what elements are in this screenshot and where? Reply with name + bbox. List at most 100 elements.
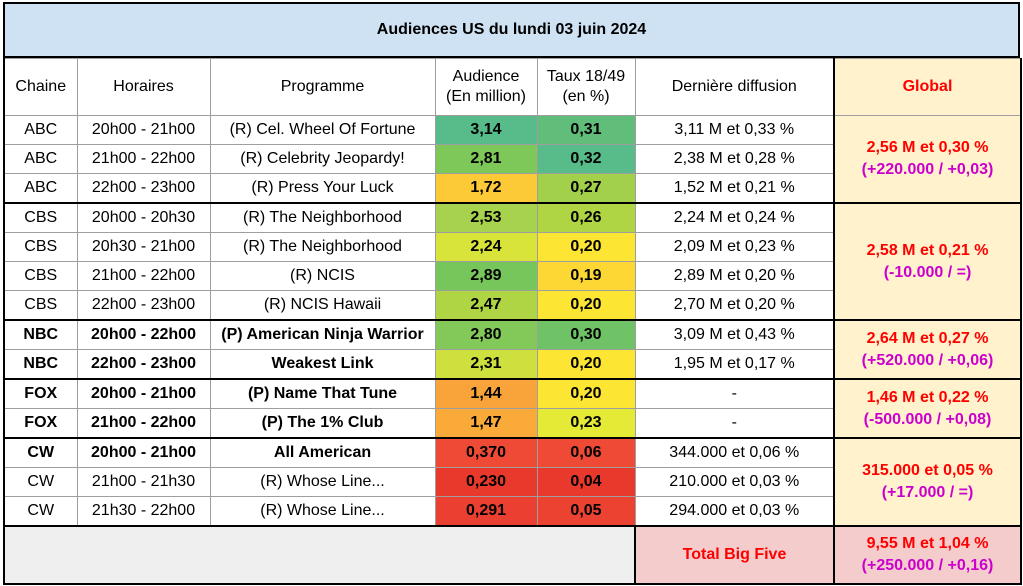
total-row: Total Big Five 9,55 M et 1,04 % (+250.00… — [3, 525, 1022, 585]
table-row: NBC 22h00 - 23h00 Weakest Link 2,31 0,20 1,95… — [3, 349, 1021, 380]
cell-horaires: 20h00 - 20h30 — [76, 202, 211, 233]
cell-derniere: 3,11 M et 0,33 % — [634, 115, 835, 145]
cell-audience: 2,80 — [434, 319, 538, 350]
col-chaine: Chaine — [3, 58, 78, 116]
cell-taux: 0,19 — [536, 261, 636, 291]
global-delta: (+520.000 / +0,06) — [861, 351, 994, 369]
cell-programme: (P) Name That Tune — [209, 378, 436, 409]
cell-audience: 0,291 — [434, 496, 538, 527]
cell-chaine: ABC — [3, 115, 78, 145]
global-main: 2,64 M et 0,27 % — [866, 329, 989, 347]
cell-taux: 0,20 — [536, 378, 636, 409]
col-horaires: Horaires — [76, 58, 211, 116]
cell-chaine: ABC — [3, 144, 78, 174]
total-main: 9,55 M et 1,04 % — [866, 535, 989, 552]
cell-horaires: 20h00 - 21h00 — [76, 115, 211, 145]
cell-audience: 0,230 — [434, 467, 538, 497]
cell-chaine: FOX — [3, 378, 78, 409]
global-delta: (-500.000 / +0,08) — [863, 410, 992, 428]
table-row: CBS 21h00 - 22h00 (R) NCIS 2,89 0,19 2,89 M e… — [3, 261, 1021, 291]
global-main: 2,56 M et 0,30 % — [866, 139, 989, 156]
table-row: CW 20h00 - 21h00 All American 0,370 0,06 344.… — [3, 437, 1022, 527]
table-row: ABC 20h00 - 21h00 (R) Cel. Wheel Of Fortun… — [3, 115, 1022, 204]
cell-taux: 0,04 — [536, 467, 636, 497]
cell-horaires: 20h00 - 21h00 — [76, 378, 211, 409]
cell-derniere: 2,24 M et 0,24 % — [634, 202, 835, 233]
cell-derniere: 1,52 M et 0,21 % — [634, 173, 835, 204]
global-delta: (-10.000 / =) — [883, 263, 972, 281]
cell-derniere: 210.000 et 0,03 % — [634, 467, 835, 497]
global-cell: 2,64 M et 0,27 % (+520.000 / +0,06) — [833, 319, 1022, 380]
total-value: 9,55 M et 1,04 % (+250.000 / +0,16) — [833, 525, 1022, 585]
cell-horaires: 21h00 - 22h00 — [76, 261, 211, 291]
cell-programme: Weakest Link — [209, 349, 436, 380]
audience-table: Chaine Horaires Programme Audience (En mi… — [3, 58, 1022, 585]
cell-programme: (R) Press Your Luck — [209, 173, 436, 204]
global-cell: 1,46 M et 0,22 % (-500.000 / +0,08) — [833, 378, 1022, 439]
global-main: 1,46 M et 0,22 % — [866, 388, 989, 406]
cell-horaires: 20h00 - 21h00 — [76, 437, 211, 468]
cell-taux: 0,20 — [536, 349, 636, 380]
col-audience-l1: Audience — [452, 68, 520, 85]
cell-programme: (R) NCIS — [209, 261, 436, 291]
cell-horaires: 20h30 - 21h00 — [76, 232, 211, 262]
cell-chaine: FOX — [3, 408, 78, 439]
cell-derniere: 2,09 M et 0,23 % — [634, 232, 835, 262]
cell-chaine: NBC — [3, 319, 78, 350]
cell-audience: 1,44 — [434, 378, 538, 409]
audience-report: Audiences US du lundi 03 juin 2024 Chain… — [3, 2, 1022, 585]
cell-derniere: 294.000 et 0,03 % — [634, 496, 835, 527]
cell-chaine: CBS — [3, 202, 78, 233]
cell-taux: 0,30 — [536, 319, 636, 350]
cell-audience: 2,47 — [434, 290, 538, 321]
col-audience-l2: (En million) — [445, 88, 526, 105]
cell-derniere: - — [634, 378, 835, 409]
cell-horaires: 22h00 - 23h00 — [76, 173, 211, 204]
total-delta: (+250.000 / +0,16) — [861, 557, 994, 574]
cell-horaires: 22h00 - 23h00 — [76, 290, 211, 321]
cell-derniere: 2,70 M et 0,20 % — [634, 290, 835, 321]
cell-chaine: ABC — [3, 173, 78, 204]
col-global: Global — [833, 58, 1022, 116]
cell-derniere: 1,95 M et 0,17 % — [634, 349, 835, 380]
cell-programme: (P) The 1% Club — [209, 408, 436, 439]
global-cell: 2,56 M et 0,30 % (+220.000 / +0,03) — [833, 115, 1022, 204]
cell-taux: 0,32 — [536, 144, 636, 174]
table-row: ABC 22h00 - 23h00 (R) Press Your Luck 1,72 0… — [3, 173, 1021, 204]
cell-programme: (R) Whose Line... — [209, 467, 436, 497]
col-taux-l1: Taux 18/49 — [546, 68, 626, 85]
cell-taux: 0,27 — [536, 173, 636, 204]
cell-programme: All American — [209, 437, 436, 468]
cell-taux: 0,23 — [536, 408, 636, 439]
table-row: NBC 20h00 - 22h00 (P) American Ninja Warri… — [3, 319, 1022, 380]
cell-derniere: 2,89 M et 0,20 % — [634, 261, 835, 291]
cell-taux: 0,31 — [536, 115, 636, 145]
table-row: CBS 20h00 - 20h30 (R) The Neighborhood 2,53… — [3, 202, 1022, 321]
cell-derniere: 3,09 M et 0,43 % — [634, 319, 835, 350]
cell-horaires: 21h00 - 22h00 — [76, 144, 211, 174]
cell-programme: (R) Cel. Wheel Of Fortune — [209, 115, 436, 145]
cell-taux: 0,06 — [536, 437, 636, 468]
cell-audience: 1,47 — [434, 408, 538, 439]
cell-programme: (P) American Ninja Warrior — [209, 319, 436, 350]
cell-chaine: CBS — [3, 261, 78, 291]
cell-horaires: 22h00 - 23h00 — [76, 349, 211, 380]
cell-chaine: NBC — [3, 349, 78, 380]
cell-audience: 2,89 — [434, 261, 538, 291]
cell-programme: (R) Celebrity Jeopardy! — [209, 144, 436, 174]
cell-audience: 0,370 — [434, 437, 538, 468]
cell-programme: (R) The Neighborhood — [209, 232, 436, 262]
cell-chaine: CW — [3, 496, 78, 527]
col-programme: Programme — [209, 58, 436, 116]
cell-derniere: 344.000 et 0,06 % — [634, 437, 835, 468]
cell-chaine: CBS — [3, 232, 78, 262]
header-row: Chaine Horaires Programme Audience (En mi… — [3, 58, 1022, 116]
total-empty-cell — [3, 525, 636, 585]
table-row: FOX 21h00 - 22h00 (P) The 1% Club 1,47 0,23- — [3, 408, 1021, 439]
table-row: CW 21h00 - 21h30 (R) Whose Line... 0,230 0,0… — [3, 467, 1021, 497]
global-main: 315.000 et 0,05 % — [862, 462, 993, 479]
col-derniere: Dernière diffusion — [634, 58, 835, 116]
global-main: 2,58 M et 0,21 % — [866, 241, 989, 259]
global-delta: (+17.000 / =) — [881, 484, 974, 501]
cell-derniere: - — [634, 408, 835, 439]
